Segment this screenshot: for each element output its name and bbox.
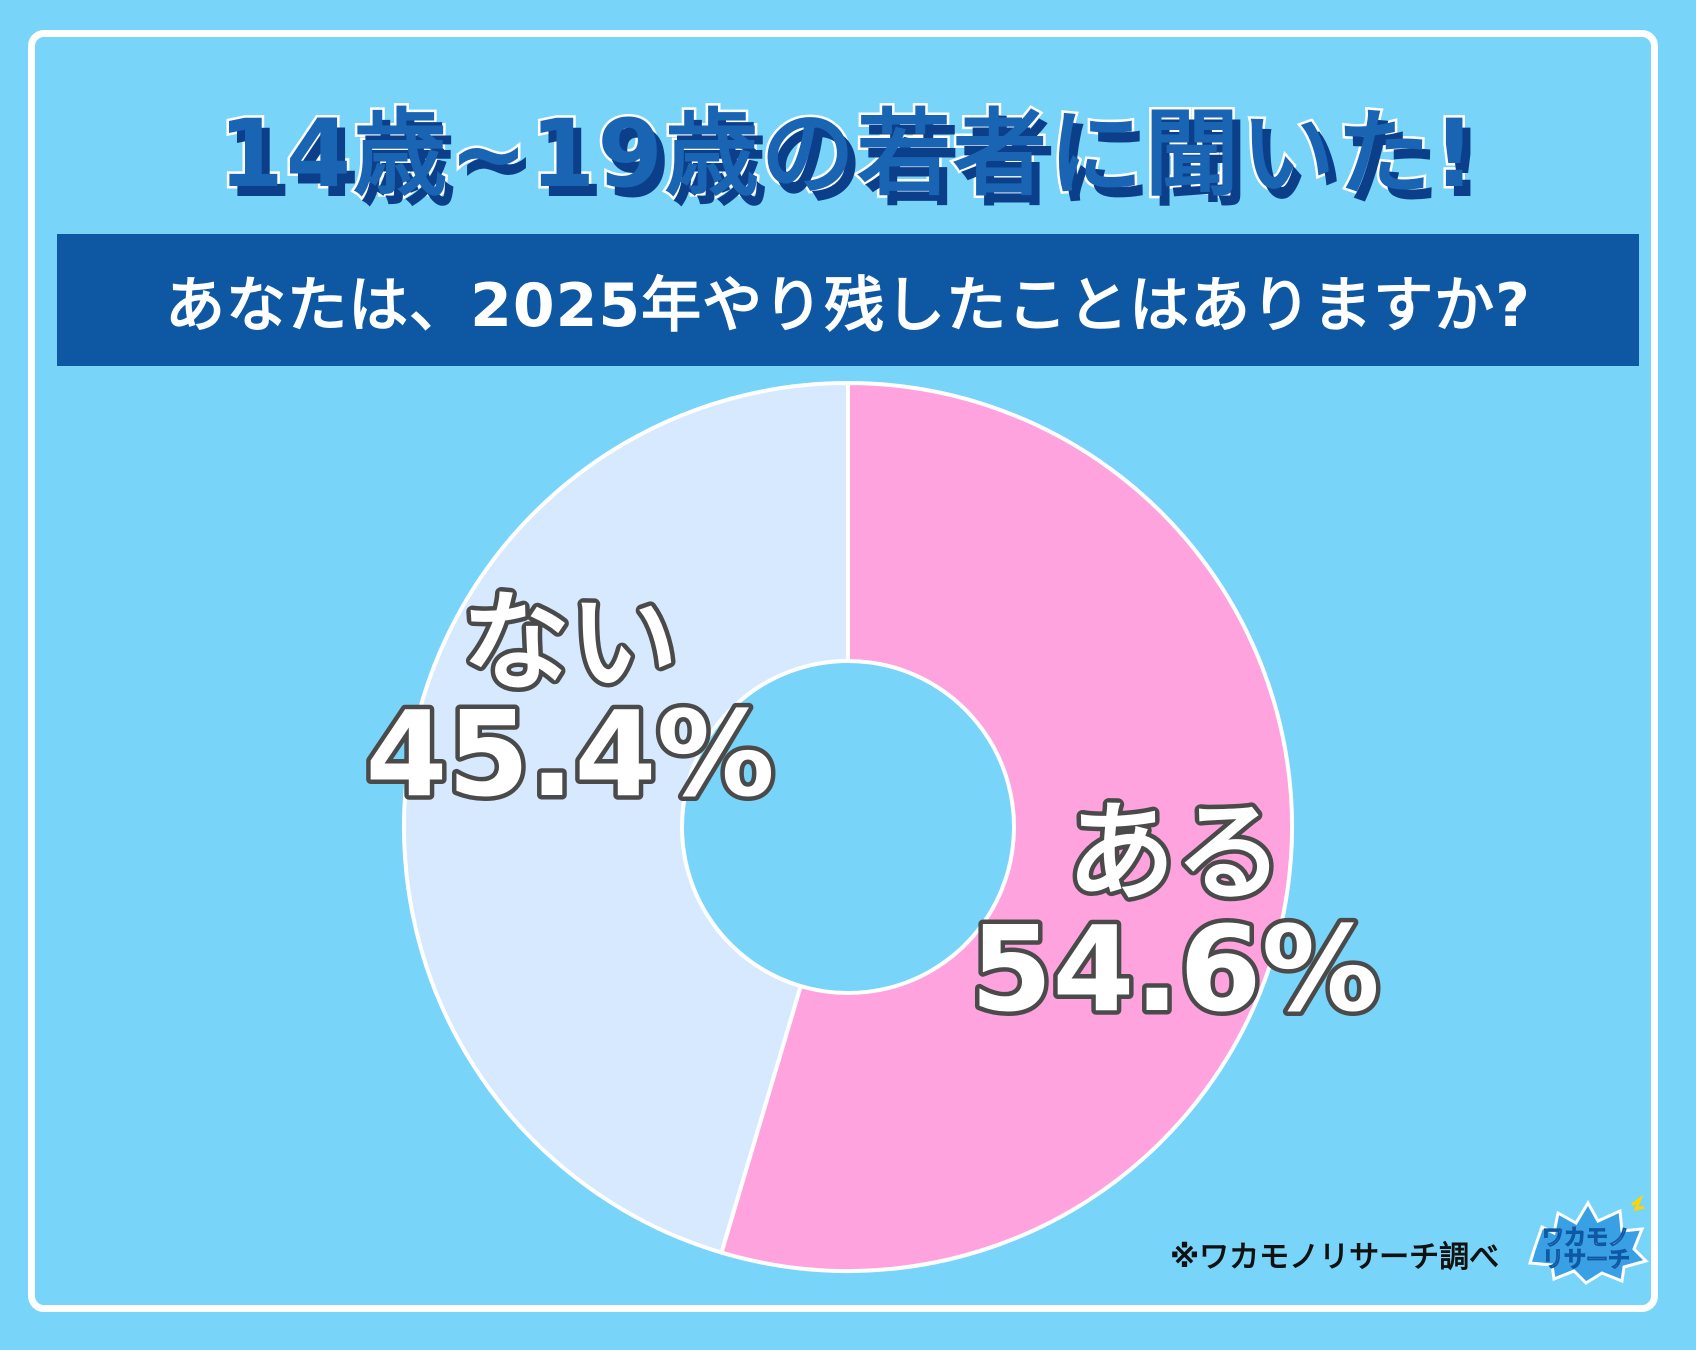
logo-line-2: リサーチ [1542, 1248, 1630, 1273]
slice-0 [718, 380, 1295, 1273]
question-banner: あなたは、2025年やり残したことはありますか? [57, 234, 1639, 366]
slice-value-0: 54.6% [970, 900, 1379, 1038]
wakamono-research-logo: ワカモノ リサーチ [1528, 1195, 1649, 1285]
slice-value-1: 45.4% [365, 685, 774, 823]
slice-label-0: ある [1067, 791, 1283, 916]
page-title: 14歳~19歳の若者に聞いた! [216, 98, 1478, 212]
source-note: ※ワカモノリサーチ調べ [1170, 1240, 1500, 1275]
slice-label-1: ない [462, 581, 678, 706]
question-text: あなたは、2025年やり残したことはありますか? [165, 270, 1531, 341]
logo-line-1: ワカモノ [1542, 1226, 1630, 1251]
content-frame [28, 30, 1658, 1312]
slice-1 [402, 380, 850, 1256]
